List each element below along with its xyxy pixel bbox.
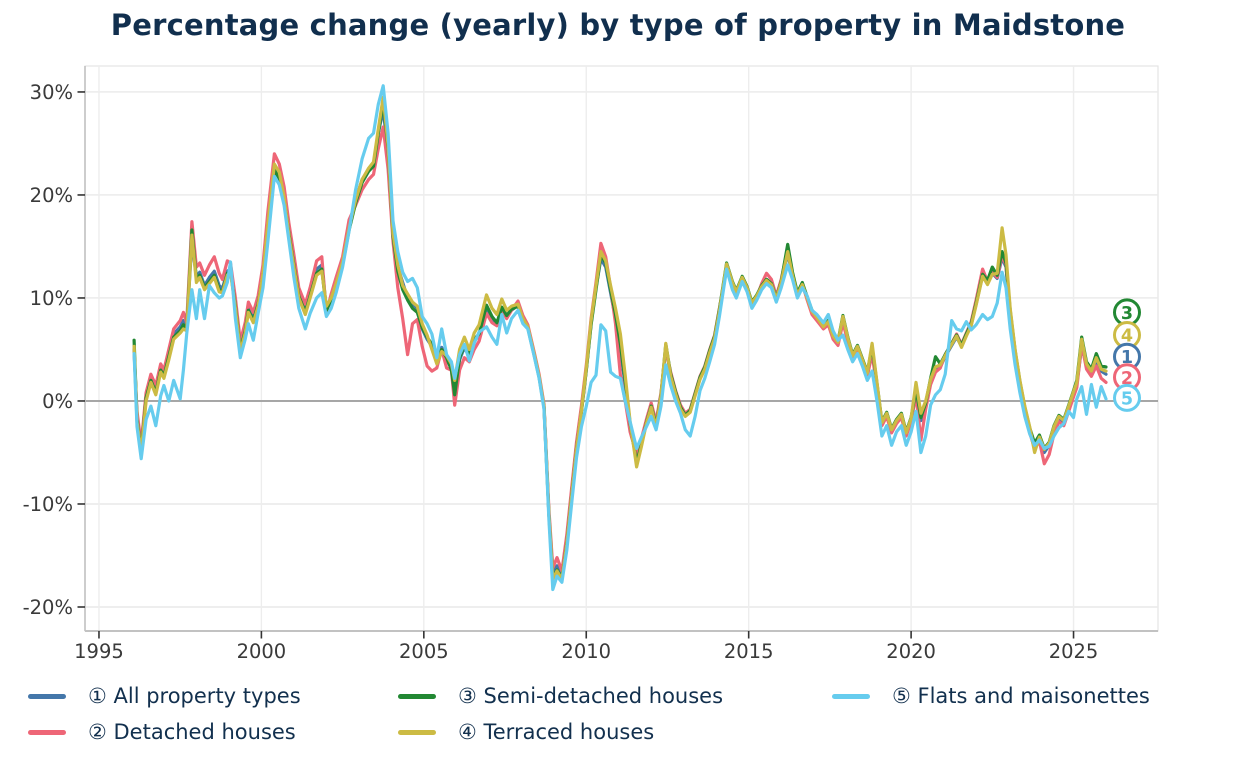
y-tick-label: 20%: [30, 184, 73, 207]
legend-swatch-flats-and-maisonettes: [832, 693, 870, 699]
x-tick-label: 2010: [561, 640, 611, 663]
series-end-marker-digit: 3: [1121, 304, 1133, 324]
x-tick-label: 1995: [74, 640, 124, 663]
legend-label: ③ Semi-detached houses: [458, 684, 724, 708]
legend-item-flats-and-maisonettes: ⑤ Flats and maisonettes: [832, 682, 1150, 710]
series-end-marker-digit: 4: [1121, 327, 1133, 347]
x-tick-label: 2000: [237, 640, 287, 663]
legend-swatch-all-property-types: [28, 693, 66, 699]
x-tick-label: 2020: [886, 640, 936, 663]
page-title: Percentage change (yearly) by type of pr…: [110, 8, 1126, 42]
series-line-flats-and-maisonettes: [132, 84, 1108, 592]
series-end-marker-digit: 5: [1121, 389, 1133, 409]
legend-item-detached-houses: ② Detached houses: [28, 718, 296, 746]
legend-item-all-property-types: ① All property types: [28, 682, 301, 710]
series-end-marker-digit: 2: [1121, 369, 1133, 389]
y-tick-label: 10%: [30, 287, 73, 310]
x-tick-label: 2005: [399, 640, 449, 663]
series-end-marker-circle: [1113, 383, 1141, 412]
x-tick-label: 2025: [1049, 640, 1099, 663]
legend-item-semi-detached-houses: ③ Semi-detached houses: [398, 682, 723, 710]
y-tick-label: 0%: [42, 390, 73, 413]
y-tick-label: -10%: [23, 493, 73, 516]
legend-label: ⑤ Flats and maisonettes: [892, 684, 1150, 708]
series-end-marker-5: 5: [1113, 383, 1141, 412]
series-end-marker-digit: 1: [1121, 348, 1133, 368]
legend-label: ② Detached houses: [88, 720, 296, 744]
legend-swatch-terraced-houses: [398, 729, 436, 735]
legend-swatch-detached-houses: [28, 729, 66, 735]
legend-item-terraced-houses: ④ Terraced houses: [398, 718, 654, 746]
legend-label: ① All property types: [88, 684, 301, 708]
y-tick-label: -20%: [23, 596, 73, 619]
legend-label: ④ Terraced houses: [458, 720, 655, 744]
x-tick-label: 2015: [724, 640, 774, 663]
series-end-marker-2: 2: [1113, 363, 1141, 392]
legend-swatch-semi-detached-houses: [398, 693, 436, 699]
y-tick-label: 30%: [30, 81, 73, 104]
